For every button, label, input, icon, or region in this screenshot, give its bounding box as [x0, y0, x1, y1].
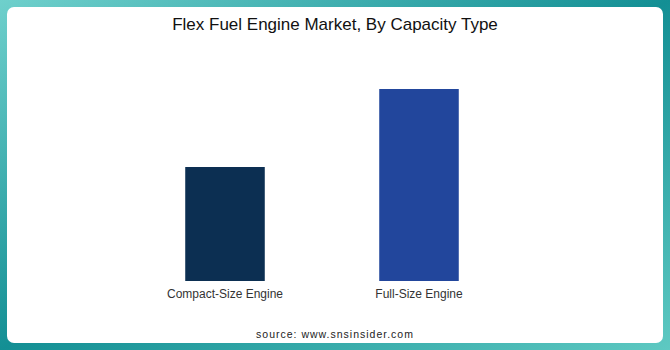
- bar: [185, 167, 265, 281]
- bar: [379, 89, 459, 281]
- category-label: Compact-Size Engine: [167, 287, 283, 301]
- source: source: www.snsinsider.com: [256, 328, 414, 340]
- chart-svg: Flex Fuel Engine Market, By Capacity Typ…: [0, 0, 670, 350]
- bars: [185, 89, 459, 281]
- panel: [7, 7, 663, 343]
- chart-root: Flex Fuel Engine Market, By Capacity Typ…: [0, 0, 670, 350]
- frame: [0, 0, 670, 350]
- category-label: Full-Size Engine: [375, 287, 463, 301]
- title: Flex Fuel Engine Market, By Capacity Typ…: [172, 15, 498, 34]
